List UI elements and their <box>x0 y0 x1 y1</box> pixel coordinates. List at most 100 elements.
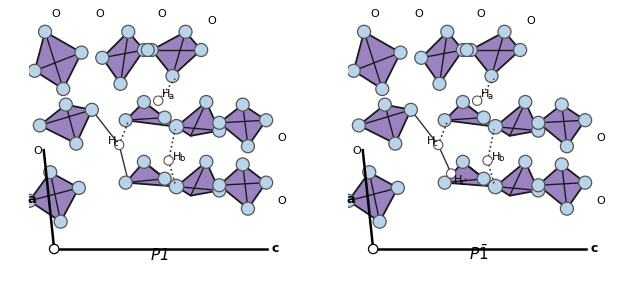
Circle shape <box>54 215 67 228</box>
Text: c: c <box>433 139 438 148</box>
Circle shape <box>483 156 493 165</box>
Circle shape <box>485 70 498 83</box>
Polygon shape <box>353 32 401 89</box>
Circle shape <box>141 44 154 57</box>
Text: H: H <box>491 152 500 162</box>
Circle shape <box>389 137 402 150</box>
Circle shape <box>369 244 378 254</box>
Polygon shape <box>359 105 411 144</box>
Circle shape <box>114 77 127 90</box>
Text: b: b <box>179 154 184 163</box>
Circle shape <box>456 44 470 57</box>
Circle shape <box>164 156 174 165</box>
Circle shape <box>169 179 184 194</box>
Circle shape <box>166 70 179 83</box>
Circle shape <box>555 158 568 171</box>
Circle shape <box>560 140 574 153</box>
Circle shape <box>519 155 532 168</box>
Polygon shape <box>34 32 82 89</box>
Polygon shape <box>219 105 266 146</box>
Text: b: b <box>498 154 503 163</box>
Polygon shape <box>445 102 495 127</box>
Circle shape <box>391 181 404 194</box>
Polygon shape <box>176 162 219 196</box>
Circle shape <box>555 98 568 111</box>
Polygon shape <box>40 105 92 144</box>
Text: c': c' <box>460 178 467 187</box>
Circle shape <box>169 120 184 134</box>
Polygon shape <box>538 164 585 209</box>
Polygon shape <box>421 32 463 84</box>
Circle shape <box>200 96 213 109</box>
Text: c: c <box>114 139 119 148</box>
Polygon shape <box>126 102 176 127</box>
Polygon shape <box>176 102 219 136</box>
Text: H: H <box>162 89 170 99</box>
Text: H: H <box>107 136 116 146</box>
Circle shape <box>145 44 158 57</box>
Polygon shape <box>471 32 520 76</box>
Text: O: O <box>51 9 60 18</box>
Circle shape <box>200 155 213 168</box>
Circle shape <box>447 169 456 178</box>
Circle shape <box>532 184 545 197</box>
Circle shape <box>23 194 36 208</box>
Text: O: O <box>414 9 423 18</box>
Polygon shape <box>495 162 538 196</box>
Circle shape <box>179 25 192 38</box>
Circle shape <box>514 44 526 57</box>
Circle shape <box>464 44 477 57</box>
Text: O: O <box>207 16 216 26</box>
Circle shape <box>70 137 83 150</box>
Circle shape <box>477 172 490 185</box>
Circle shape <box>72 181 85 194</box>
Circle shape <box>498 25 511 38</box>
Circle shape <box>579 176 591 189</box>
Circle shape <box>50 244 59 254</box>
Circle shape <box>357 25 371 38</box>
Circle shape <box>28 64 41 77</box>
Circle shape <box>441 25 454 38</box>
Circle shape <box>342 194 355 208</box>
Circle shape <box>532 116 545 129</box>
Polygon shape <box>538 105 585 146</box>
Circle shape <box>85 103 98 116</box>
Text: a: a <box>168 92 174 101</box>
Text: O: O <box>597 196 605 206</box>
Circle shape <box>579 114 591 127</box>
Circle shape <box>488 120 503 134</box>
Text: H: H <box>426 136 435 146</box>
Circle shape <box>519 96 532 109</box>
Text: O: O <box>278 196 286 206</box>
Circle shape <box>560 202 574 215</box>
Circle shape <box>213 179 226 192</box>
Circle shape <box>373 215 386 228</box>
Circle shape <box>137 155 151 168</box>
Polygon shape <box>348 172 398 222</box>
Circle shape <box>438 114 451 127</box>
Circle shape <box>376 83 389 95</box>
Circle shape <box>213 116 226 129</box>
Text: O: O <box>158 9 167 18</box>
Circle shape <box>260 176 272 189</box>
Text: O: O <box>33 147 41 156</box>
Circle shape <box>473 96 482 105</box>
Circle shape <box>213 184 226 197</box>
Circle shape <box>75 46 88 59</box>
Text: $P\bar{1}$: $P\bar{1}$ <box>469 244 488 263</box>
Circle shape <box>158 111 171 124</box>
Polygon shape <box>445 162 495 187</box>
Polygon shape <box>29 172 79 222</box>
Polygon shape <box>102 32 144 84</box>
Circle shape <box>477 111 490 124</box>
Text: O: O <box>370 9 379 18</box>
Circle shape <box>260 114 272 127</box>
Text: H: H <box>454 175 462 185</box>
Text: O: O <box>526 16 535 26</box>
Circle shape <box>195 44 207 57</box>
Circle shape <box>404 103 417 116</box>
Circle shape <box>347 64 360 77</box>
Polygon shape <box>152 32 201 76</box>
Circle shape <box>122 25 135 38</box>
Text: H: H <box>172 152 181 162</box>
